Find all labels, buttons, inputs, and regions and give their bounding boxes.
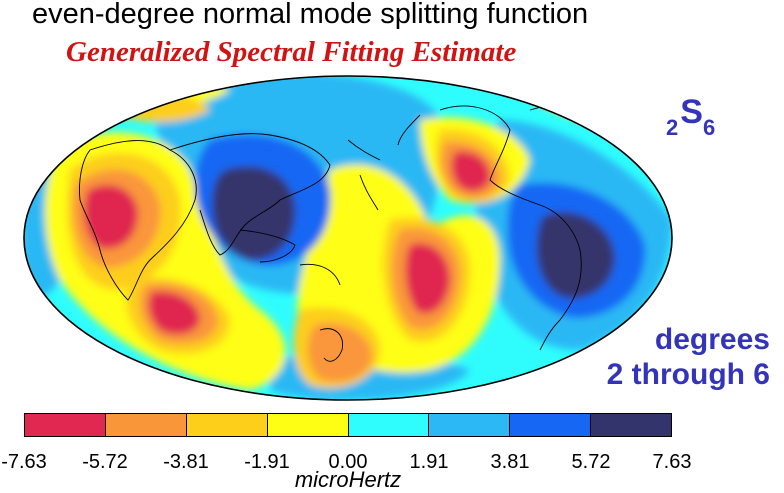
figure-title: even-degree normal mode splitting functi… <box>32 0 589 30</box>
colorbar-segment <box>591 414 671 436</box>
colorbar-unit-label: microHertz <box>294 467 402 492</box>
splitting-function-map <box>23 75 673 401</box>
colorbar-tick-label: 3.81 <box>490 451 530 473</box>
colorbar-segment <box>105 414 187 436</box>
degrees-note-line1: degrees <box>654 323 770 356</box>
figure-subtitle: Generalized Spectral Fitting Estimate <box>66 36 517 68</box>
map-field <box>24 76 672 400</box>
colorbar-segment <box>348 414 430 436</box>
mode-angular-degree: 6 <box>702 115 716 140</box>
map-border <box>23 75 673 401</box>
colorbar-segment <box>186 414 268 436</box>
mode-overtone-number: 2 <box>666 115 679 140</box>
colorbar-tick-label: -3.81 <box>163 451 209 473</box>
mode-label: 2S6 <box>666 93 715 139</box>
colorbar-segment <box>510 414 592 436</box>
colorbar-tick-label: 7.63 <box>652 451 692 473</box>
colorbar-tick-label: 5.72 <box>571 451 611 473</box>
colorbar-segment <box>267 414 349 436</box>
colorbar-tick-label: -1.91 <box>244 451 290 473</box>
colorbar <box>24 413 672 437</box>
colorbar-segment <box>25 414 106 436</box>
colorbar-tick-label: 0.00 <box>328 451 368 473</box>
colorbar-segment <box>429 414 511 436</box>
colorbar-tick-label: -5.72 <box>82 451 128 473</box>
degrees-note: degrees 2 through 6 <box>600 322 770 392</box>
colorbar-tick-label: -7.63 <box>1 451 47 473</box>
degrees-note-line2: 2 through 6 <box>606 358 770 391</box>
mode-type-letter: S <box>680 93 703 131</box>
colorbar-tick-label: 1.91 <box>409 451 449 473</box>
